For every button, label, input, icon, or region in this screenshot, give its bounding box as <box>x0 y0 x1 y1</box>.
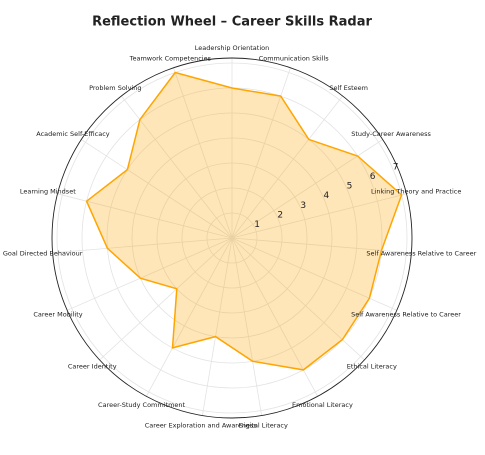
category-label: Emotional Literacy <box>292 401 353 409</box>
category-label: Goal Directed Behaviour <box>3 250 83 258</box>
category-label: Learning Mindset <box>20 187 76 195</box>
category-label: Career Mobility <box>33 310 82 318</box>
category-label: Study-Career Awareness <box>351 130 431 138</box>
category-label: Ethical Literacy <box>347 363 397 371</box>
spoke <box>145 237 233 397</box>
category-label: Career Identity <box>68 363 117 371</box>
spoke <box>231 193 407 239</box>
r-tick-label: 2 <box>277 210 283 220</box>
r-tick-label: 5 <box>347 182 353 192</box>
category-label: Leadership Orientation <box>195 44 270 52</box>
spoke <box>67 237 233 311</box>
category-label: Academic Self-Efficacy <box>36 130 110 138</box>
spoke <box>231 95 343 239</box>
r-tick-label: 4 <box>324 191 330 201</box>
category-label: Career Exploration and Awareness <box>145 421 258 429</box>
spoke <box>52 237 233 254</box>
category-label: Self Awareness Relative to Career <box>366 250 476 258</box>
spoke <box>201 237 233 416</box>
category-label: Communication Skills <box>259 54 330 62</box>
r-tick-label: 6 <box>370 172 376 182</box>
category-label: Teamwork Competencies <box>129 54 212 62</box>
spoke <box>231 237 263 416</box>
category-label: Self Esteem <box>329 84 368 92</box>
spoke <box>99 237 233 361</box>
r-tick-label: 1 <box>254 220 260 230</box>
spoke <box>173 67 233 239</box>
chart-title: Reflection Wheel – Career Skills Radar <box>92 15 372 30</box>
spoke <box>81 139 233 239</box>
category-label: Problem Solving <box>89 84 141 92</box>
r-tick-label: 7 <box>393 163 399 173</box>
outer-circle <box>51 57 413 419</box>
radar-area <box>85 71 403 371</box>
category-label: Self Awareness Relative to Career <box>351 310 461 318</box>
r-tick-label: 3 <box>300 201 306 211</box>
category-label: Linking Theory and Practice <box>371 187 461 195</box>
category-label: Career-Study Commitment <box>98 401 185 409</box>
category-label: Digital Literacy <box>239 421 288 429</box>
